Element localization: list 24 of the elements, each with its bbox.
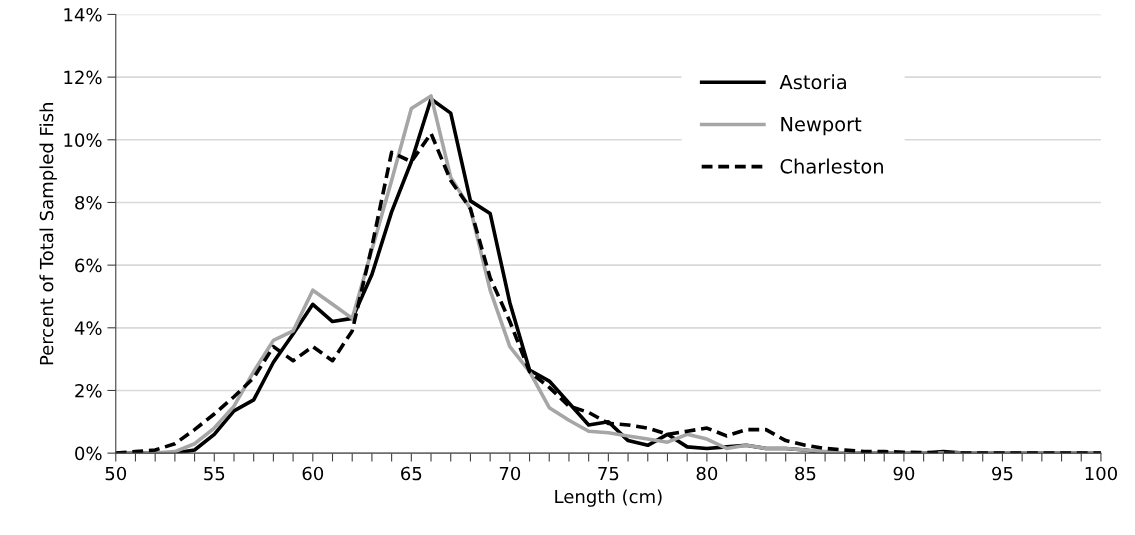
x-axis-title: Length (cm) [555, 489, 662, 507]
legend-label: Charleston [780, 158, 883, 174]
y-tick-label: 0% [75, 446, 102, 461]
y-tick-label: 12% [64, 70, 102, 85]
x-tick-label: 80 [696, 466, 718, 481]
legend-label: Newport [781, 117, 862, 136]
y-axis-title: Percent of Total Sampled Fish [39, 103, 57, 365]
legend-label: Astoria [779, 74, 846, 90]
x-tick-label: 55 [204, 466, 225, 481]
x-tick-label: 90 [893, 466, 915, 481]
y-tick-label: 4% [74, 321, 102, 335]
x-tick-label: 65 [401, 466, 422, 481]
x-tick-label: 50 [105, 466, 127, 481]
x-tick-label: 70 [499, 466, 521, 481]
y-tick-label: 2% [75, 383, 102, 398]
y-tick-label: 10% [64, 133, 102, 147]
y-tick-label: 14% [64, 7, 102, 22]
x-tick-label: 95 [992, 466, 1013, 481]
y-tick-label: 8% [75, 195, 102, 210]
x-tick-label: 60 [302, 466, 324, 481]
x-tick-label: 85 [795, 466, 816, 481]
y-tick-label: 6% [75, 258, 102, 273]
x-tick-label: 100 [1085, 466, 1117, 481]
x-tick-label: 75 [598, 466, 619, 481]
